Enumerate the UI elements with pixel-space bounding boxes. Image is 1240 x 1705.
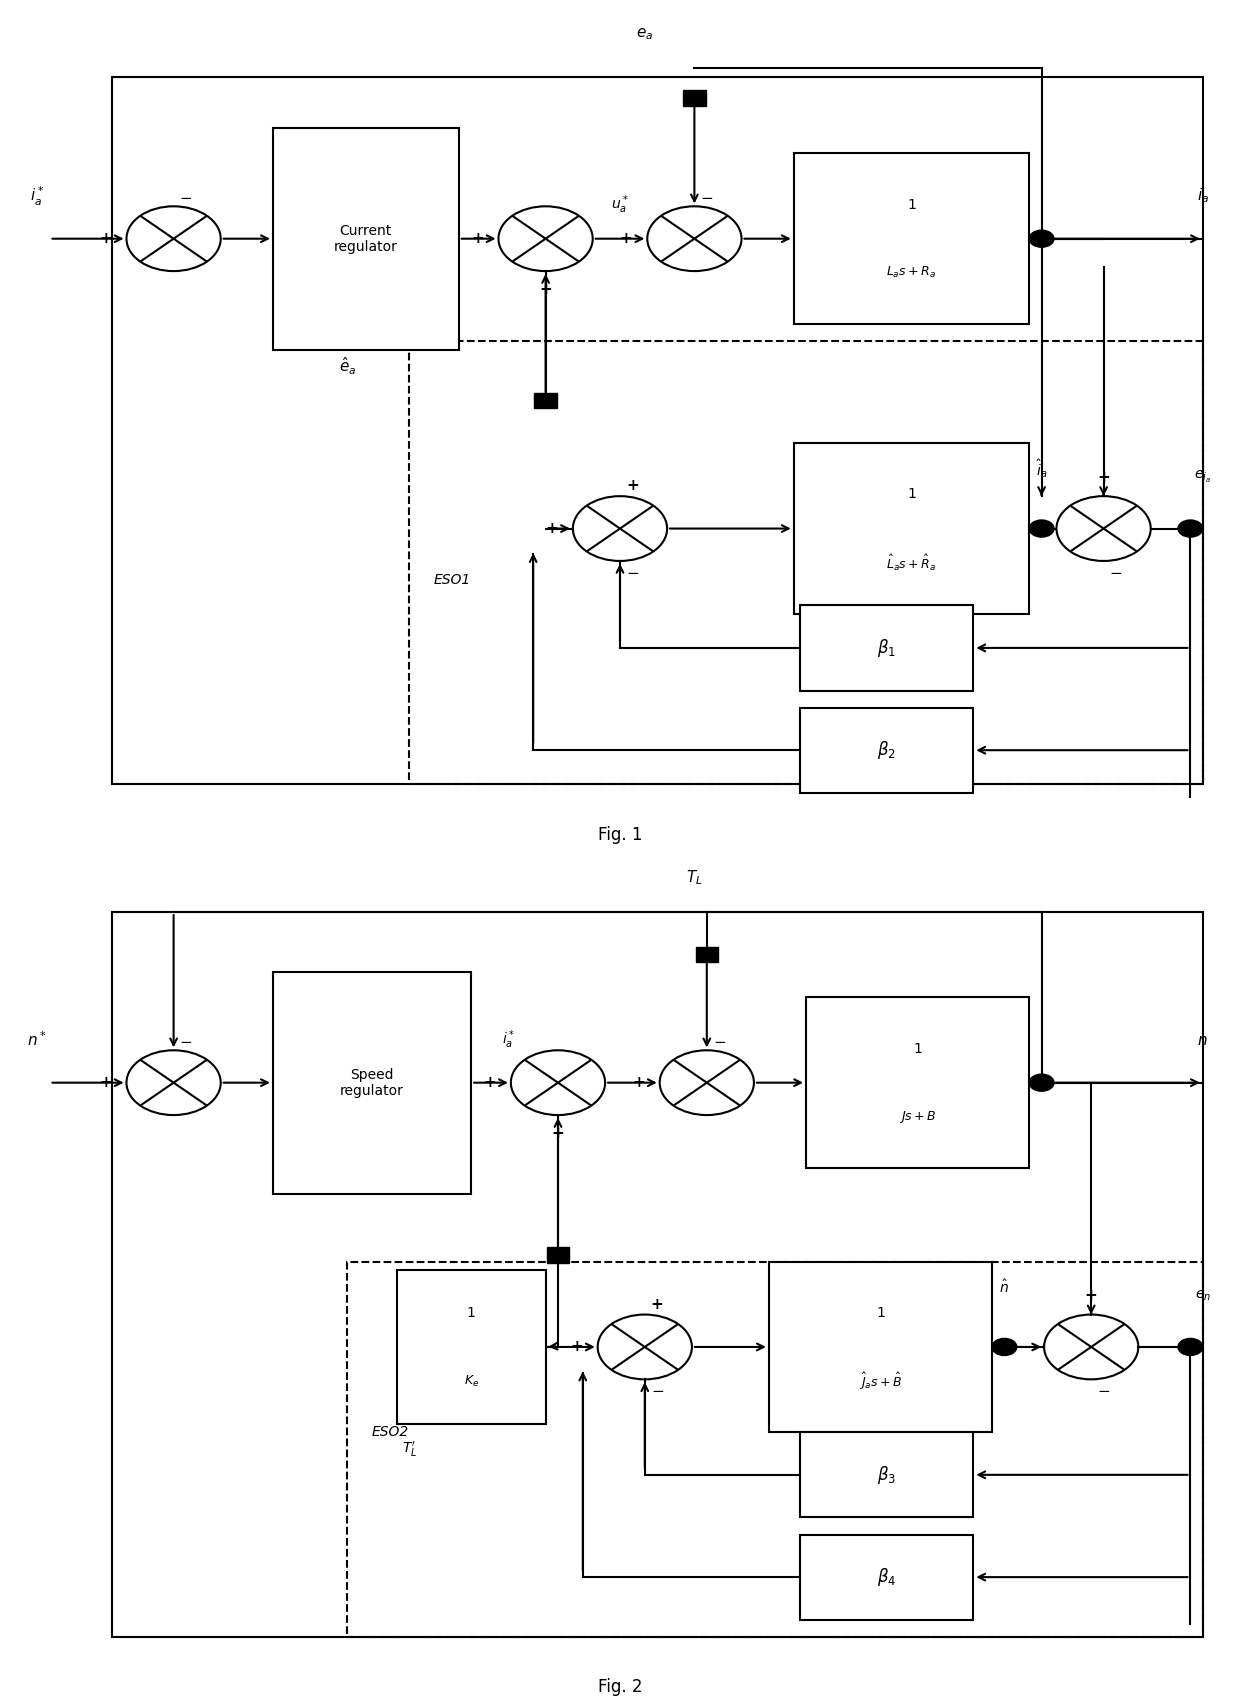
Text: +: +	[632, 1076, 645, 1089]
Text: $Js+B$: $Js+B$	[899, 1108, 936, 1125]
Text: $1$: $1$	[906, 198, 916, 211]
Text: $-$: $-$	[180, 1033, 192, 1047]
Text: Speed
regulator: Speed regulator	[340, 1067, 404, 1098]
Text: $L_a s+R_a$: $L_a s+R_a$	[887, 266, 936, 280]
Text: $u_a^*$: $u_a^*$	[611, 193, 629, 217]
Bar	[397, 1270, 546, 1424]
Text: +: +	[626, 479, 639, 493]
Text: $e_n$: $e_n$	[1195, 1289, 1210, 1303]
Text: $i_a$: $i_a$	[1197, 188, 1209, 205]
Text: +: +	[539, 283, 552, 297]
Bar	[800, 1432, 973, 1517]
Text: $1$: $1$	[906, 488, 916, 501]
Text: +: +	[552, 1127, 564, 1141]
Text: $-$: $-$	[713, 1033, 725, 1047]
Bar	[696, 946, 718, 962]
Text: +: +	[471, 232, 484, 246]
Text: Fig. 2: Fig. 2	[598, 1678, 642, 1696]
Bar	[800, 708, 973, 793]
Text: $1$: $1$	[466, 1306, 476, 1320]
Bar	[806, 997, 1029, 1168]
Bar	[794, 443, 1029, 614]
Bar	[800, 1534, 973, 1620]
Text: ESO1: ESO1	[434, 573, 471, 587]
Text: $-$: $-$	[1110, 564, 1122, 578]
Text: +: +	[546, 522, 558, 535]
Bar	[800, 605, 973, 691]
Text: $-$: $-$	[1097, 1383, 1110, 1396]
Text: $i_a^*$: $i_a^*$	[502, 1028, 515, 1052]
Text: Fig. 1: Fig. 1	[598, 825, 642, 844]
Circle shape	[1029, 1074, 1054, 1091]
Bar	[683, 90, 706, 106]
Text: $1$: $1$	[875, 1306, 885, 1320]
Circle shape	[1178, 1338, 1203, 1355]
Text: +: +	[1085, 1289, 1097, 1303]
Bar	[409, 341, 1203, 784]
Text: $\hat{L}_a s+\hat{R}_a$: $\hat{L}_a s+\hat{R}_a$	[887, 552, 936, 573]
Text: +: +	[99, 232, 112, 246]
Text: $1$: $1$	[913, 1042, 923, 1055]
Text: $-$: $-$	[701, 189, 713, 203]
Text: +: +	[484, 1076, 496, 1089]
Text: +: +	[651, 1298, 663, 1311]
Text: $e_a$: $e_a$	[636, 26, 653, 43]
Text: $\beta_1$: $\beta_1$	[877, 638, 897, 658]
Circle shape	[1178, 520, 1203, 537]
Bar	[273, 128, 459, 350]
Text: $-$: $-$	[626, 564, 639, 578]
Bar	[794, 153, 1029, 324]
Text: $n$: $n$	[1198, 1033, 1208, 1047]
Circle shape	[1029, 520, 1054, 537]
Bar	[112, 77, 1203, 784]
Text: $K_e$: $K_e$	[464, 1374, 479, 1388]
Text: $\beta_4$: $\beta_4$	[877, 1567, 897, 1587]
Text: $\hat{J}_a s+\hat{B}$: $\hat{J}_a s+\hat{B}$	[859, 1371, 901, 1391]
Circle shape	[1029, 230, 1054, 247]
Text: Current
regulator: Current regulator	[334, 223, 398, 254]
Text: $e_{i_a}$: $e_{i_a}$	[1194, 469, 1211, 486]
Bar	[547, 1248, 569, 1262]
Bar	[347, 1262, 1203, 1637]
Text: $\hat{n}$: $\hat{n}$	[999, 1279, 1009, 1296]
Text: $\beta_3$: $\beta_3$	[877, 1465, 897, 1485]
Text: $-$: $-$	[180, 189, 192, 203]
Bar	[769, 1262, 992, 1432]
Text: $T_L^{\prime}$: $T_L^{\prime}$	[402, 1439, 417, 1459]
Bar	[273, 972, 471, 1194]
Text: $\hat{e}_a$: $\hat{e}_a$	[339, 356, 356, 377]
Bar	[534, 392, 557, 407]
Text: +: +	[570, 1340, 583, 1354]
Text: +: +	[620, 232, 632, 246]
Text: $T_L$: $T_L$	[686, 870, 703, 887]
Text: $n^*$: $n^*$	[27, 1032, 47, 1049]
Text: $i_a^*$: $i_a^*$	[30, 184, 45, 208]
Circle shape	[992, 1338, 1017, 1355]
Text: $-$: $-$	[651, 1383, 663, 1396]
Text: +: +	[1097, 471, 1110, 484]
Text: ESO2: ESO2	[372, 1425, 409, 1439]
Bar	[112, 912, 1203, 1637]
Text: $\beta_2$: $\beta_2$	[877, 740, 897, 760]
Text: $\hat{i}_a$: $\hat{i}_a$	[1035, 457, 1048, 481]
Text: +: +	[99, 1076, 112, 1089]
